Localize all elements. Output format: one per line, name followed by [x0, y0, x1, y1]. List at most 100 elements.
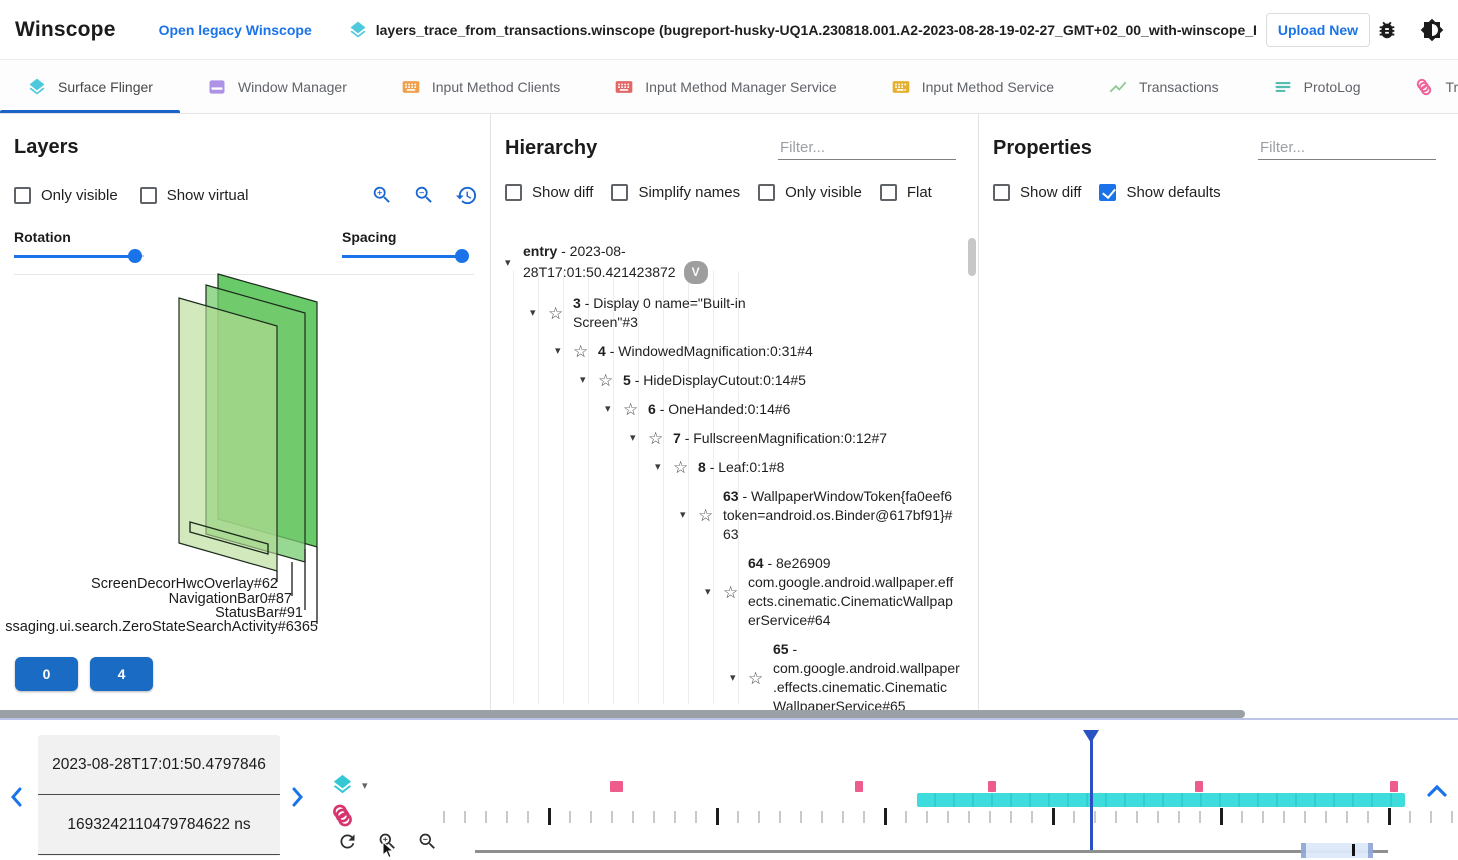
next-entry-button[interactable] — [288, 786, 306, 811]
collapse-arrow-icon[interactable]: ▾ — [605, 403, 611, 415]
tree-node[interactable]: ▾ ☆ 5 - HideDisplayCutout:0:14#5 — [580, 371, 806, 390]
layer-label[interactable]: StatusBar#91 — [215, 605, 303, 621]
zoom-in-button[interactable] — [368, 181, 396, 209]
collapse-arrow-icon[interactable]: ▾ — [555, 345, 561, 357]
timeline-minimap[interactable] — [475, 850, 1388, 853]
collapse-arrow-icon[interactable]: ▾ — [630, 432, 636, 444]
tab-surface-flinger[interactable]: Surface Flinger — [0, 60, 180, 113]
bug-report-button[interactable] — [1376, 16, 1398, 44]
star-icon[interactable]: ☆ — [648, 429, 664, 448]
tree-node[interactable]: ▾ ☆ 6 - OneHanded:0:14#6 — [605, 400, 791, 419]
ruler-major-tick — [1388, 808, 1391, 825]
transition-marker[interactable] — [610, 781, 623, 792]
tab-protolog[interactable]: ProtoLog — [1246, 60, 1388, 113]
surface-flinger-trace-toggle[interactable] — [331, 773, 354, 799]
upload-new-button[interactable]: Upload New — [1265, 12, 1370, 47]
human-timestamp-field[interactable]: 2023-08-28T17:01:50.4797846 — [38, 735, 280, 795]
timeline-zoom-out-button[interactable] — [417, 831, 438, 855]
tree-node[interactable]: ▾ ☆ 64 - 8e26909 com.google.android.wall… — [705, 555, 954, 628]
star-icon[interactable]: ☆ — [548, 303, 564, 323]
transition-marker[interactable] — [1195, 781, 1203, 792]
ruler-minor-tick — [1451, 811, 1453, 823]
timeline-resize-handle[interactable] — [0, 710, 1245, 718]
hierarchy-scrollbar[interactable] — [968, 238, 976, 276]
tree-node[interactable]: ▾ ☆ 7 - FullscreenMagnification:0:12#7 — [630, 429, 888, 448]
timeline-canvas[interactable] — [0, 720, 1458, 860]
layer-label[interactable]: ssaging.ui.search.ZeroStateSearchActivit… — [5, 619, 318, 635]
tab-window-manager[interactable]: Window Manager — [180, 60, 374, 113]
show-virtual-checkbox[interactable]: Show virtual — [139, 186, 248, 204]
collapse-arrow-icon[interactable]: ▾ — [505, 256, 511, 269]
tree-node[interactable]: ▾ ☆ 4 - WindowedMagnification:0:31#4 — [555, 342, 813, 361]
ruler-minor-tick — [464, 811, 466, 823]
collapse-arrow-icon[interactable]: ▾ — [580, 374, 586, 386]
layer-label[interactable]: ScreenDecorHwcOverlay#62 — [91, 576, 278, 592]
tab-input-method-clients[interactable]: Input Method Clients — [374, 60, 587, 113]
slider-thumb[interactable] — [127, 249, 142, 263]
ruler-minor-tick — [842, 811, 844, 823]
transition-marker[interactable] — [1390, 781, 1398, 792]
tree-node[interactable]: ▾ ☆ 8 - Leaf:0:1#8 — [655, 458, 785, 477]
only-visible-checkbox[interactable]: Only visible — [758, 184, 862, 201]
trace-dropdown-caret-icon[interactable]: ▾ — [362, 780, 368, 792]
ruler-minor-tick — [1010, 811, 1012, 823]
collapse-timeline-button[interactable] — [1426, 784, 1448, 801]
tree-node[interactable]: ▾ ☆ 65 - com.google.android.wallpaper.ef… — [730, 641, 960, 710]
star-icon[interactable]: ☆ — [723, 582, 739, 602]
sf-frames-track[interactable] — [917, 793, 1405, 807]
collapse-arrow-icon[interactable]: ▾ — [530, 306, 536, 319]
rotation-slider-label: Rotation — [14, 229, 71, 245]
tab-transitions[interactable]: Transitions — [1387, 60, 1458, 113]
layers-title: Layers — [14, 136, 79, 158]
star-icon[interactable]: ☆ — [598, 371, 614, 390]
display-button-4[interactable]: 4 — [90, 657, 153, 691]
transitions-trace-toggle[interactable] — [329, 802, 356, 832]
transition-marker[interactable] — [855, 781, 863, 792]
zoom-in-icon — [373, 186, 390, 203]
properties-filter-input[interactable] — [1258, 136, 1436, 160]
display-button-0[interactable]: 0 — [15, 657, 78, 691]
show-diff-checkbox[interactable]: Show diff — [993, 184, 1081, 201]
simplify-names-checkbox[interactable]: Simplify names — [611, 184, 740, 201]
trace-tab-bar: Surface Flinger Window Manager Input Met… — [0, 60, 1458, 114]
collapse-arrow-icon[interactable]: ▾ — [730, 671, 736, 684]
keyboard-icon — [402, 80, 420, 93]
open-legacy-link[interactable]: Open legacy Winscope — [158, 21, 312, 38]
reset-view-button[interactable] — [452, 181, 480, 209]
chevron-right-icon — [292, 787, 303, 807]
layers-icon — [333, 774, 352, 794]
spacing-slider[interactable] — [342, 249, 469, 263]
show-defaults-checkbox[interactable]: Show defaults — [1099, 184, 1221, 201]
star-icon[interactable]: ☆ — [573, 342, 589, 361]
rotation-slider[interactable] — [14, 249, 144, 263]
star-icon[interactable]: ☆ — [673, 458, 689, 477]
tab-transactions[interactable]: Transactions — [1081, 60, 1246, 113]
flat-checkbox[interactable]: Flat — [879, 184, 932, 201]
zoom-out-button[interactable] — [410, 181, 438, 209]
ruler-minor-tick — [1409, 811, 1411, 823]
show-diff-checkbox[interactable]: Show diff — [505, 184, 593, 201]
previous-entry-button[interactable] — [8, 786, 26, 811]
tree-node-entry[interactable]: ▾ entry - 2023-08-28T17:01:50.421423872 V — [491, 237, 978, 289]
ns-timestamp-field[interactable]: 1693242110479784622 ns — [38, 795, 280, 855]
minimap-selection[interactable] — [1301, 843, 1373, 858]
slider-thumb[interactable] — [454, 249, 469, 263]
transition-marker[interactable] — [988, 781, 996, 792]
hierarchy-filter-input[interactable] — [778, 136, 956, 160]
ruler-minor-tick — [1430, 811, 1432, 823]
collapse-arrow-icon[interactable]: ▾ — [705, 585, 711, 598]
tab-input-method-service[interactable]: Input Method Service — [864, 60, 1081, 113]
tree-node[interactable]: ▾ ☆ 63 - WallpaperWindowToken{fa0eef6 to… — [680, 488, 953, 542]
tab-input-method-manager-service[interactable]: Input Method Manager Service — [587, 60, 863, 113]
collapse-arrow-icon[interactable]: ▾ — [680, 509, 686, 521]
collapse-arrow-icon[interactable]: ▾ — [655, 461, 661, 473]
star-icon[interactable]: ☆ — [623, 400, 639, 419]
star-icon[interactable]: ☆ — [748, 668, 764, 688]
star-icon[interactable]: ☆ — [698, 506, 714, 525]
only-visible-checkbox[interactable]: Only visible — [14, 186, 118, 204]
timeline-cursor-line[interactable] — [1090, 732, 1093, 850]
dark-mode-toggle[interactable] — [1420, 16, 1444, 44]
tree-node[interactable]: ▾ ☆ 3 - Display 0 name="Built-in Screen"… — [530, 295, 746, 330]
layer-label[interactable]: NavigationBar0#87 — [168, 591, 292, 607]
